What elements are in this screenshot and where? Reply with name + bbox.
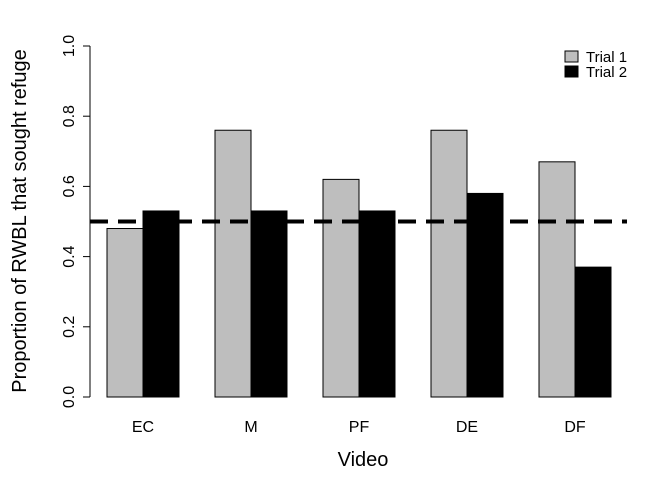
bar-df-trial-2 [574,266,612,398]
bar-ec-trial-1 [106,228,144,398]
bars-group [106,129,612,398]
bar-pf-trial-2 [358,210,396,398]
bar-ec-trial-2 [142,210,180,398]
y-tick-label: 0.0 [61,386,78,408]
y-tick-label: 0.4 [61,245,78,267]
y-axis-title: Proportion of RWBL that sought refuge [9,49,31,393]
y-tick-label: 1.0 [61,35,78,57]
x-tick-label: EC [132,419,154,436]
x-tick-label: PF [349,419,370,436]
bar-df-trial-1 [538,161,576,398]
bar-m-trial-2 [250,210,288,398]
y-tick-label: 0.6 [61,175,78,197]
x-tick-label: DF [564,419,586,436]
bar-de-trial-1 [430,129,468,398]
bar-de-trial-2 [466,192,504,398]
bar-pf-trial-1 [322,178,360,398]
x-axis-tick-labels: EC M PF DE DF [132,419,586,436]
x-tick-label: DE [456,419,478,436]
y-tick-label: 0.2 [61,316,78,338]
legend-label-trial-1: Trial 1 [586,49,627,66]
legend-swatch-trial-1 [564,50,579,63]
bar-m-trial-1 [214,129,252,398]
legend-label-trial-2: Trial 2 [586,64,627,81]
y-axis: 0.0 0.2 0.4 0.6 0.8 1.0 [61,35,91,408]
y-tick-label: 0.8 [61,105,78,127]
legend-swatch-trial-2 [564,65,579,78]
x-axis-title: Video [338,449,389,471]
x-tick-label: M [244,419,257,436]
